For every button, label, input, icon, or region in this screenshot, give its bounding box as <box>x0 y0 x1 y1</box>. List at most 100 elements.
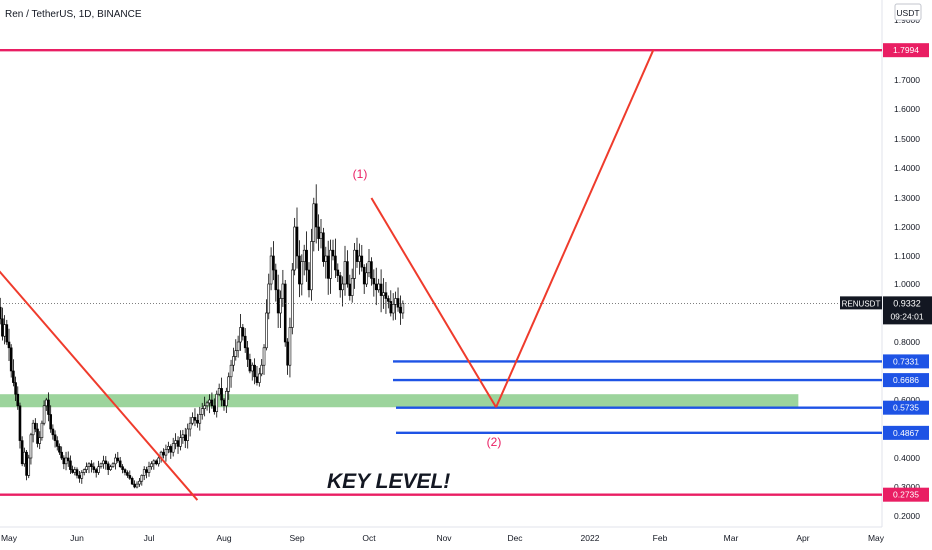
currency-label: USDT <box>896 8 919 18</box>
candle-body <box>375 284 377 290</box>
x-tick-label: 2022 <box>581 533 600 543</box>
candle-body <box>39 438 41 444</box>
candle-body <box>32 423 34 435</box>
candle-body <box>213 406 215 412</box>
candle-body <box>10 348 12 371</box>
candle-body <box>67 458 69 461</box>
x-tick-label: Sep <box>289 533 304 543</box>
candle-body <box>235 351 237 357</box>
candle-body <box>402 303 404 313</box>
candle-body <box>211 400 213 406</box>
candle-body <box>182 435 184 438</box>
candle-body <box>114 458 116 464</box>
candle-body <box>330 250 332 278</box>
x-tick-label: Dec <box>507 533 523 543</box>
symbol-label: RENUSDT <box>842 299 881 308</box>
candle-body <box>342 284 344 290</box>
candle-body <box>294 227 296 270</box>
candle-body <box>134 484 136 487</box>
candle-body <box>265 313 267 348</box>
candle-body <box>380 284 382 296</box>
candle-body <box>189 423 191 429</box>
candle-body <box>54 435 56 441</box>
candle-body <box>122 467 124 470</box>
candle-body <box>143 470 145 476</box>
y-tick-label: 1.6000 <box>894 104 920 114</box>
candle-body <box>45 400 47 406</box>
candle-body <box>346 262 348 284</box>
candle-body <box>98 467 100 473</box>
candle-body <box>165 449 167 455</box>
price-badge-label: 0.7331 <box>893 356 919 366</box>
candle-body <box>221 388 223 400</box>
candle-body <box>23 452 25 464</box>
candle-body <box>28 458 30 475</box>
candle-body <box>277 290 279 313</box>
candle-body <box>280 299 282 314</box>
candle-body <box>155 461 157 464</box>
candle-body <box>37 429 39 444</box>
candle-body <box>201 409 203 415</box>
candle-body <box>275 270 277 290</box>
candle-body <box>361 256 363 267</box>
candle-body <box>8 342 10 348</box>
candle-body <box>131 478 133 484</box>
candle-body <box>237 342 239 351</box>
candle-body <box>366 273 368 284</box>
candle-body <box>194 417 196 420</box>
y-tick-label: 1.7000 <box>894 75 920 85</box>
candle-body <box>289 328 291 366</box>
x-tick-label: May <box>1 533 18 543</box>
candle-body <box>358 256 360 262</box>
candle-body <box>270 256 272 284</box>
candle-body <box>100 464 102 467</box>
candle-body <box>105 461 107 464</box>
candle-body <box>218 388 220 394</box>
candle-body <box>69 461 71 470</box>
candle-body <box>291 270 293 328</box>
x-tick-label: Mar <box>724 533 739 543</box>
candle-body <box>199 415 201 424</box>
candle-body <box>272 256 274 270</box>
candle-body <box>170 446 172 452</box>
candle-body <box>153 461 155 464</box>
candle-body <box>349 284 351 296</box>
candle-body <box>95 470 97 473</box>
candle-body <box>179 438 181 447</box>
candle-body <box>315 204 317 227</box>
candle-body <box>124 470 126 473</box>
candle-body <box>150 464 152 467</box>
y-tick-label: 0.8000 <box>894 337 920 347</box>
candle-body <box>242 328 244 337</box>
candle-body <box>325 256 327 262</box>
candle-body <box>332 250 334 256</box>
candle-body <box>90 464 92 467</box>
candle-body <box>0 307 1 319</box>
candle-body <box>141 475 143 481</box>
x-tick-label: Nov <box>436 533 452 543</box>
support-zone <box>0 394 798 407</box>
candle-body <box>107 464 109 470</box>
currency-box[interactable]: USDT <box>895 4 921 20</box>
x-tick-label: Apr <box>796 533 809 543</box>
price-badge-label: 1.7994 <box>893 45 919 55</box>
candle-body <box>74 470 76 473</box>
candle-body <box>298 256 300 284</box>
candle-body <box>397 299 399 308</box>
candle-body <box>126 473 128 476</box>
candle-body <box>61 452 63 458</box>
candle-body <box>261 365 263 374</box>
candle-body <box>83 470 85 473</box>
candle-body <box>184 435 186 441</box>
candle-body <box>387 299 389 302</box>
candle-body <box>58 446 60 452</box>
candle-body <box>41 423 43 438</box>
time-scale[interactable] <box>0 527 932 550</box>
candle-body <box>244 336 246 348</box>
candle-body <box>163 452 165 455</box>
candle-body <box>284 284 286 342</box>
x-tick-label: Jun <box>70 533 84 543</box>
last-price-value: 0.9332 <box>893 298 921 308</box>
